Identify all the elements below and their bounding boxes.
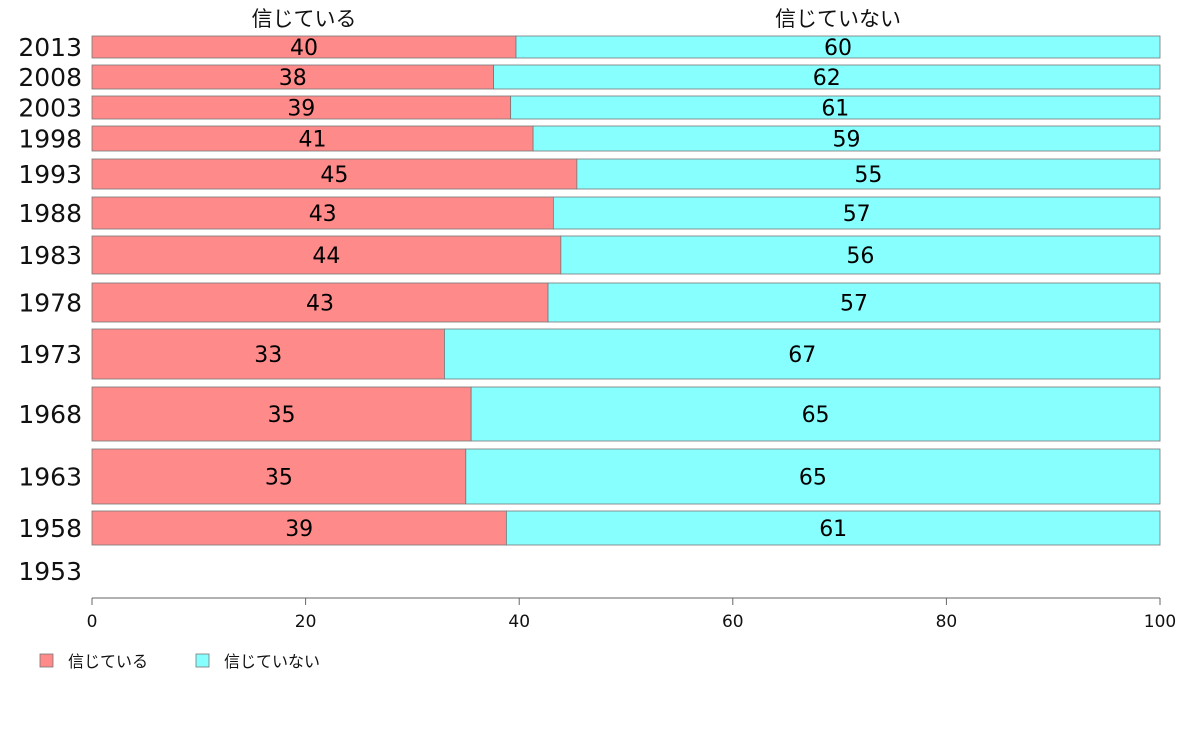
bar-value-label: 43 <box>306 292 334 317</box>
bar-2003-1 <box>510 95 1161 120</box>
bar-1968-1 <box>470 386 1161 442</box>
bar-1973-0 <box>91 328 445 380</box>
bar-value-label: 60 <box>824 36 852 61</box>
bar-value-label: 40 <box>290 36 318 61</box>
x-tick-label: 100 <box>1144 612 1176 632</box>
bar-value-label: 65 <box>799 466 827 491</box>
bar-1958-1 <box>505 510 1161 546</box>
bar-value-label: 35 <box>265 466 293 491</box>
category-label: 1963 <box>18 463 82 492</box>
bar-1998-1 <box>532 125 1161 152</box>
category-label: 2003 <box>18 94 82 123</box>
bar-1988-0 <box>91 196 554 230</box>
legend: 信じている 信じていない <box>39 652 320 671</box>
bar-value-label: 67 <box>788 343 816 368</box>
category-label: 1988 <box>18 199 82 228</box>
top-label-0: 信じている <box>251 7 356 31</box>
bar-1963-0 <box>91 448 467 505</box>
bar-value-label: 38 <box>279 66 307 91</box>
bar-value-label: 41 <box>299 128 327 153</box>
x-axis: 0 20 40 60 80 100 <box>87 597 1176 632</box>
bar-value-label: 57 <box>843 202 871 227</box>
bar-1983-1 <box>560 235 1161 275</box>
bar-1998-0 <box>91 125 534 152</box>
bar-value-label: 56 <box>846 244 874 269</box>
bar-1968-0 <box>91 386 472 442</box>
bar-value-label: 65 <box>802 403 830 428</box>
x-tick-label: 60 <box>722 612 744 632</box>
top-labels: 信じている 信じていない <box>251 7 901 31</box>
category-label: 1978 <box>18 289 82 318</box>
x-tick-label: 0 <box>87 612 98 632</box>
legend-swatch-0 <box>39 653 54 668</box>
bar-2008-1 <box>493 64 1161 90</box>
category-label: 1968 <box>18 400 82 429</box>
bar-2008-0 <box>91 64 494 90</box>
category-label: 1958 <box>18 514 82 543</box>
category-label: 1973 <box>18 340 82 369</box>
category-label: 1998 <box>18 125 82 154</box>
category-label: 2013 <box>18 33 82 62</box>
x-tick-label: 20 <box>295 612 317 632</box>
bar-value-label: 61 <box>819 517 847 542</box>
bar-value-label: 57 <box>840 292 868 317</box>
legend-swatch-1 <box>195 653 210 668</box>
bar-1983-0 <box>91 235 562 275</box>
category-label: 1953 <box>18 557 82 586</box>
bar-1963-1 <box>465 448 1161 505</box>
bar-value-label: 35 <box>268 403 296 428</box>
x-tick-label: 80 <box>936 612 958 632</box>
bar-value-label: 62 <box>813 66 841 91</box>
bar-value-label: 39 <box>285 517 313 542</box>
bar-1973-1 <box>444 328 1161 380</box>
bar-value-label: 39 <box>287 97 315 122</box>
bar-value-label: 43 <box>309 202 337 227</box>
bar-1978-1 <box>547 282 1161 323</box>
top-label-1: 信じていない <box>775 7 901 31</box>
category-label: 1983 <box>18 241 82 270</box>
bars: 40 60 38 62 39 61 41 59 45 55 43 57 44 56 43 57 33 67 35 65… <box>91 35 1161 546</box>
bar-value-label: 59 <box>833 128 861 153</box>
legend-label-0: 信じている <box>68 652 148 671</box>
bar-value-label: 55 <box>854 163 882 188</box>
x-tick-label: 40 <box>508 612 530 632</box>
bar-value-label: 33 <box>254 343 282 368</box>
bar-1988-1 <box>552 196 1161 230</box>
category-label: 2008 <box>18 63 82 92</box>
bar-value-label: 45 <box>320 163 348 188</box>
bar-value-label: 44 <box>312 244 340 269</box>
bar-value-label: 61 <box>821 97 849 122</box>
bar-2013-1 <box>515 35 1161 59</box>
bar-1978-0 <box>91 282 549 323</box>
legend-label-1: 信じていない <box>224 652 320 671</box>
category-label: 1993 <box>18 160 82 189</box>
bar-1993-0 <box>91 158 578 190</box>
bar-1993-1 <box>576 158 1161 190</box>
